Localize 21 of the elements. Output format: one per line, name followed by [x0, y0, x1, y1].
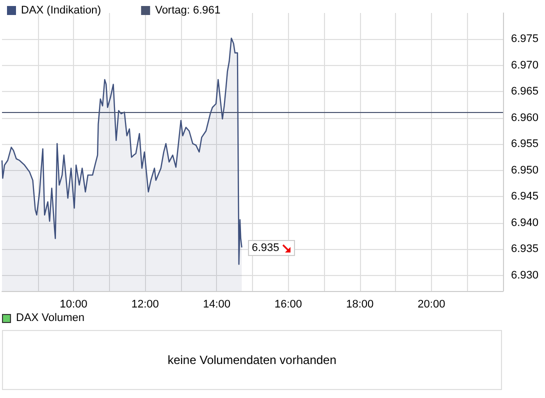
- text: DAX Volumen: [16, 312, 84, 324]
- y-tick-label: 6.950: [511, 164, 539, 176]
- y-tick-label: 6.975: [511, 33, 539, 46]
- y-tick-label: 6.945: [511, 190, 539, 203]
- legend-label: DAX (Indikation): [21, 4, 102, 16]
- x-tick-label: 14:00: [202, 298, 230, 310]
- x-tick-label: 10:00: [60, 298, 88, 310]
- y-tick-label: 6.970: [511, 59, 539, 72]
- y-tick-label: 6.965: [511, 86, 539, 98]
- x-tick-label: 12:00: [131, 298, 159, 310]
- y-tick-label: 6.955: [511, 138, 539, 150]
- y-tick-label: 6.940: [511, 216, 539, 229]
- annotation: 6.935: [252, 242, 280, 254]
- legend-label: Vortag: 6.961: [155, 4, 221, 16]
- text: keine Volumendaten vorhanden: [168, 353, 336, 367]
- y-tick-label: 6.930: [511, 269, 539, 282]
- x-tick-label: 16:00: [274, 298, 302, 310]
- y-tick-label: 6.960: [511, 112, 539, 124]
- y-tick-label: 6.935: [511, 243, 539, 256]
- x-tick-label: 20:00: [418, 298, 446, 310]
- x-tick-label: 18:00: [346, 298, 374, 310]
